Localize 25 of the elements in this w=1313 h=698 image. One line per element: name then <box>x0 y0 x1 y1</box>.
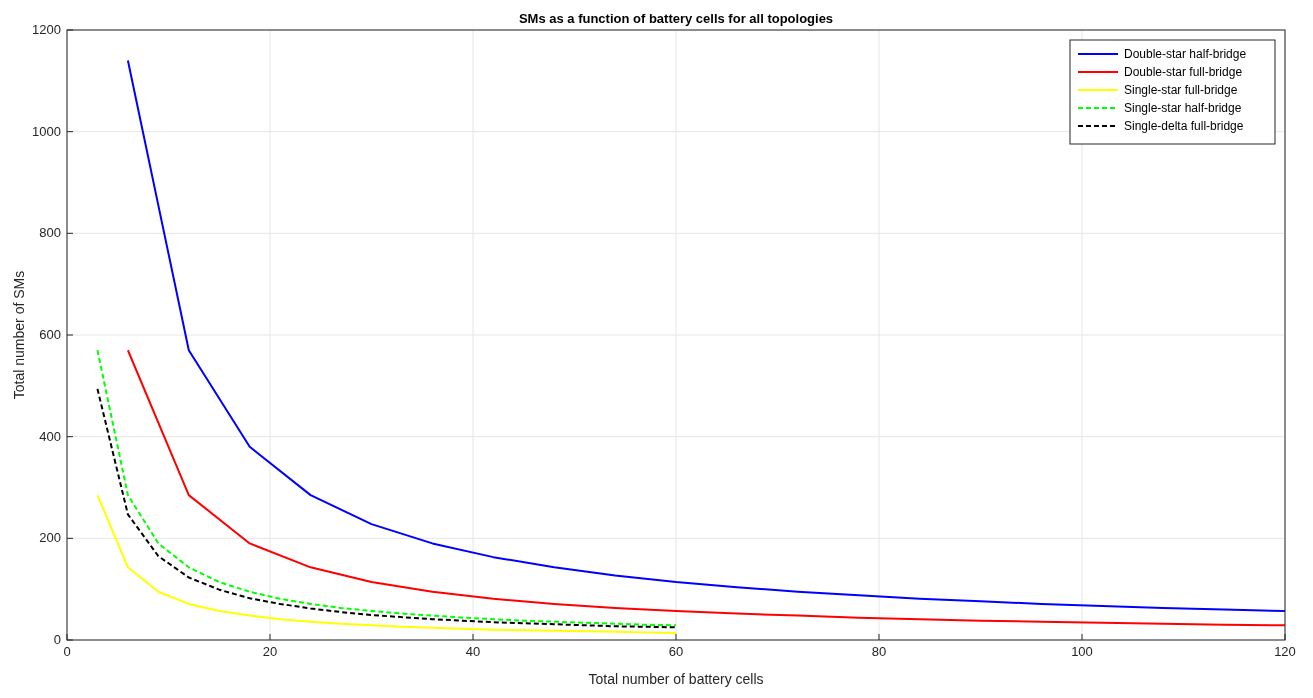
legend-label: Double-star full-bridge <box>1124 65 1243 79</box>
legend-label: Single-star full-bridge <box>1124 83 1238 97</box>
y-axis-title: Total number of SMs <box>11 270 27 400</box>
y-tick-label: 1000 <box>32 123 61 139</box>
legend-label: Single-star half-bridge <box>1124 101 1242 115</box>
y-tick-label: 800 <box>39 225 61 241</box>
line-series <box>96 494 677 634</box>
x-tick-label: 120 <box>1274 644 1296 659</box>
line-series <box>126 349 1286 627</box>
x-tick-label: 60 <box>668 644 684 659</box>
legend-label: Double-star half-bridge <box>1124 47 1247 61</box>
line-series <box>126 59 1286 613</box>
x-tick-label: 100 <box>1071 644 1093 659</box>
y-tick-label: 1200 <box>32 22 61 37</box>
x-tick-label: 80 <box>871 644 887 659</box>
y-tick-label: 600 <box>39 327 61 342</box>
x-axis-title: Total number of battery cells <box>588 671 764 687</box>
y-tick-label: 0 <box>53 632 61 647</box>
x-tick-label: 40 <box>465 644 481 659</box>
y-tick-label: 400 <box>39 428 61 444</box>
legend-label: Single-delta full-bridge <box>1124 119 1244 133</box>
x-tick-label: 20 <box>262 644 278 659</box>
x-tick-label: 0 <box>63 644 71 659</box>
chart-title: SMs as a function of battery cells for all topologies <box>518 11 834 26</box>
y-tick-label: 200 <box>39 530 61 546</box>
